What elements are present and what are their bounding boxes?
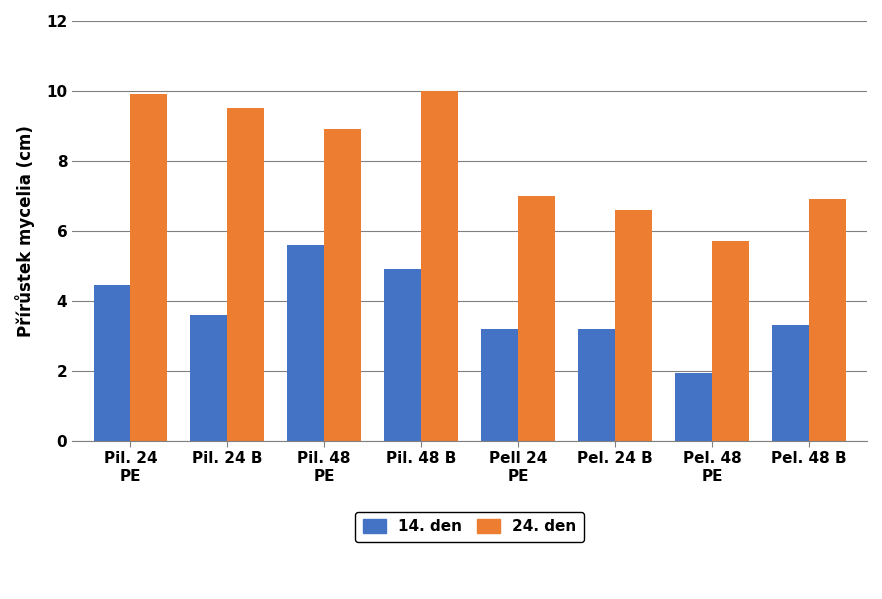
Bar bbox=[579, 329, 615, 441]
Bar bbox=[615, 210, 652, 441]
Bar bbox=[675, 373, 712, 441]
Bar bbox=[325, 129, 361, 441]
Bar bbox=[518, 196, 555, 441]
Legend: 14. den, 24. den: 14. den, 24. den bbox=[355, 512, 584, 542]
Bar bbox=[772, 325, 809, 441]
Bar bbox=[809, 199, 846, 441]
Bar bbox=[482, 329, 518, 441]
Bar bbox=[191, 315, 228, 441]
Bar bbox=[712, 241, 749, 441]
Bar bbox=[228, 108, 264, 441]
Bar bbox=[421, 91, 458, 441]
Y-axis label: Přírůstek mycelia (cm): Přírůstek mycelia (cm) bbox=[15, 125, 35, 337]
Bar bbox=[288, 245, 325, 441]
Bar bbox=[93, 285, 131, 441]
Bar bbox=[385, 270, 421, 441]
Bar bbox=[131, 95, 168, 441]
